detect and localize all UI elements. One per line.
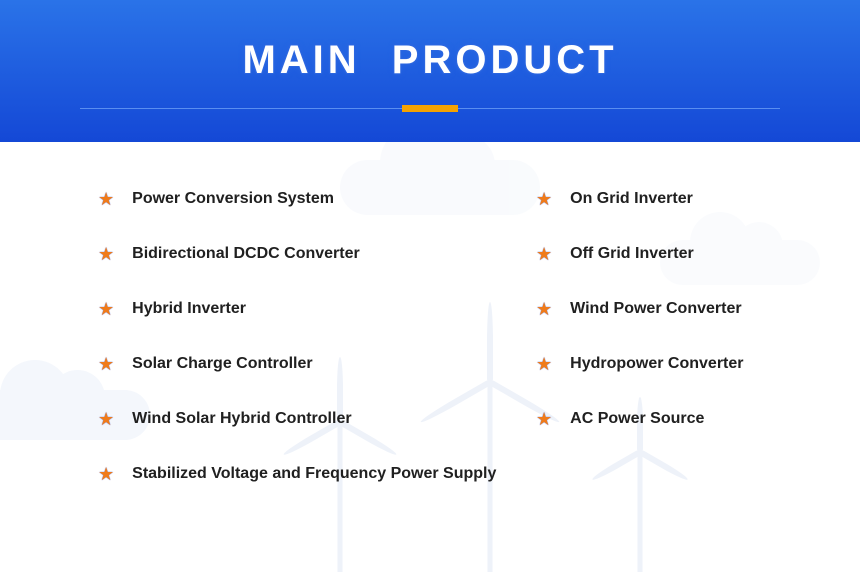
- header-banner: MAIN PRODUCT: [0, 0, 860, 142]
- product-item: ★ Power Conversion System: [98, 190, 536, 208]
- product-item: ★ Stabilized Voltage and Frequency Power …: [98, 465, 536, 483]
- product-item: ★ Solar Charge Controller: [98, 355, 536, 373]
- star-icon: ★: [536, 245, 552, 263]
- product-label: AC Power Source: [570, 410, 704, 428]
- star-icon: ★: [98, 190, 114, 208]
- product-label: Wind Solar Hybrid Controller: [132, 410, 351, 428]
- star-icon: ★: [98, 410, 114, 428]
- star-icon: ★: [536, 190, 552, 208]
- product-column-right: ★ On Grid Inverter ★ Off Grid Inverter ★ Wind…: [536, 190, 762, 483]
- star-icon: ★: [536, 355, 552, 373]
- product-item: ★ Wind Power Converter: [536, 300, 762, 318]
- title-word-1: MAIN: [242, 38, 360, 82]
- product-label: Hydropower Converter: [570, 355, 743, 373]
- product-label: Stabilized Voltage and Frequency Power S…: [132, 465, 496, 483]
- title-word-2: PRODUCT: [392, 38, 618, 82]
- star-icon: ★: [98, 245, 114, 263]
- product-item: ★ On Grid Inverter: [536, 190, 762, 208]
- product-list: ★ Power Conversion System ★ Bidirectional D…: [0, 142, 860, 483]
- product-label: Solar Charge Controller: [132, 355, 312, 373]
- product-label: On Grid Inverter: [570, 190, 693, 208]
- product-item: ★ Bidirectional DCDC Converter: [98, 245, 536, 263]
- star-icon: ★: [98, 355, 114, 373]
- product-item: ★ AC Power Source: [536, 410, 762, 428]
- title-divider: [0, 105, 860, 112]
- star-icon: ★: [536, 410, 552, 428]
- product-label: Hybrid Inverter: [132, 300, 246, 318]
- product-column-left: ★ Power Conversion System ★ Bidirectional D…: [98, 190, 536, 483]
- star-icon: ★: [98, 465, 114, 483]
- divider-line-left: [80, 108, 402, 109]
- divider-accent: [402, 105, 458, 112]
- divider-line-right: [458, 108, 780, 109]
- product-label: Power Conversion System: [132, 190, 334, 208]
- star-icon: ★: [536, 300, 552, 318]
- product-label: Bidirectional DCDC Converter: [132, 245, 360, 263]
- product-label: Off Grid Inverter: [570, 245, 694, 263]
- page-title: MAIN PRODUCT: [0, 38, 860, 83]
- product-item: ★ Off Grid Inverter: [536, 245, 762, 263]
- product-label: Wind Power Converter: [570, 300, 741, 318]
- product-item: ★ Hybrid Inverter: [98, 300, 536, 318]
- product-item: ★ Hydropower Converter: [536, 355, 762, 373]
- star-icon: ★: [98, 300, 114, 318]
- product-item: ★ Wind Solar Hybrid Controller: [98, 410, 536, 428]
